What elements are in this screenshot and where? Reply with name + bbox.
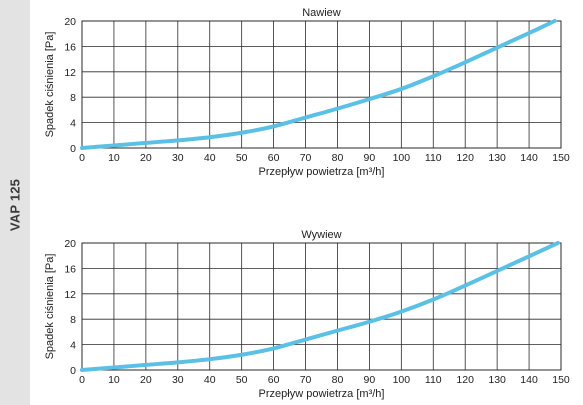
- chart-2-y-tick-label: 16: [64, 263, 76, 275]
- chart-1-x-tick-label: 10: [108, 152, 120, 164]
- chart-1-title: Nawiew: [302, 7, 341, 19]
- chart-2-x-tick-label: 140: [520, 374, 538, 386]
- chart-2-x-tick-label: 50: [236, 374, 248, 386]
- chart-1-y-tick-label: 12: [64, 67, 76, 79]
- chart-2-title: Wywiew: [301, 229, 341, 241]
- chart-1-series-line: [80, 19, 557, 150]
- chart-2-x-axis-label: Przepływ powietrza [m³/h]: [259, 388, 385, 400]
- chart-1-y-tick-label: 4: [70, 118, 76, 130]
- chart-1-x-axis-label: Przepływ powietrza [m³/h]: [259, 166, 385, 178]
- chart-2-series-line: [80, 241, 560, 372]
- chart-1-x-tick-label: 130: [488, 152, 506, 164]
- chart-1-x-tick-label: 100: [393, 152, 411, 164]
- chart-1-x-tick-label: 70: [300, 152, 312, 164]
- chart-2-y-tick-label: 12: [64, 289, 76, 301]
- chart-2-x-tick-label: 150: [552, 374, 570, 386]
- chart-1-x-tick-label: 90: [364, 152, 376, 164]
- chart-2-x-tick-label: 110: [425, 374, 442, 386]
- chart-2-x-tick-label: 80: [332, 374, 344, 386]
- chart-1-x-tick-label: 40: [204, 152, 216, 164]
- chart-2-y-tick-label: 20: [64, 238, 76, 250]
- chart-2-y-axis-label: Spadek ciśnienia [Pa]: [44, 254, 56, 360]
- chart-2-x-tick-label: 30: [172, 374, 184, 386]
- chart-2-x-tick-label: 40: [204, 374, 216, 386]
- chart-1-x-tick-label: 80: [332, 152, 344, 164]
- chart-2-y-tick-label: 4: [70, 340, 76, 352]
- chart-1-y-tick-label: 16: [64, 41, 76, 53]
- chart-1-x-tick-label: 0: [79, 152, 85, 164]
- chart-2-x-tick-label: 130: [488, 374, 506, 386]
- chart-1-x-tick-label: 110: [425, 152, 442, 164]
- chart-1-x-tick-label: 60: [268, 152, 280, 164]
- chart-2-x-tick-label: 60: [268, 374, 280, 386]
- chart-1-y-tick-label: 0: [70, 143, 76, 155]
- chart-1-y-tick-label: 20: [64, 16, 76, 28]
- chart-2-x-tick-label: 100: [393, 374, 411, 386]
- chart-1-y-tick-label: 8: [70, 92, 76, 104]
- side-panel: VAP 125: [0, 0, 30, 405]
- chart-2-y-tick-label: 0: [70, 365, 76, 377]
- chart-2-x-tick-label: 20: [140, 374, 152, 386]
- chart-2-y-tick-label: 8: [70, 314, 76, 326]
- chart-1-x-tick-label: 120: [456, 152, 474, 164]
- chart-1-plot-frame: [81, 20, 562, 149]
- chart-2-plot-frame: [81, 242, 562, 371]
- chart-2-x-tick-label: 70: [300, 374, 312, 386]
- chart-1-x-tick-label: 20: [140, 152, 152, 164]
- chart-1-x-tick-label: 50: [236, 152, 248, 164]
- chart-2-x-tick-label: 0: [79, 374, 85, 386]
- chart-2-x-tick-label: 10: [108, 374, 120, 386]
- chart-1-x-tick-label: 150: [552, 152, 570, 164]
- chart-1-y-axis-label: Spadek ciśnienia [Pa]: [44, 32, 56, 138]
- chart-2-x-tick-label: 90: [364, 374, 376, 386]
- chart-2-x-tick-label: 120: [456, 374, 474, 386]
- chart-1-x-tick-label: 140: [520, 152, 538, 164]
- chart-1-x-tick-label: 30: [172, 152, 184, 164]
